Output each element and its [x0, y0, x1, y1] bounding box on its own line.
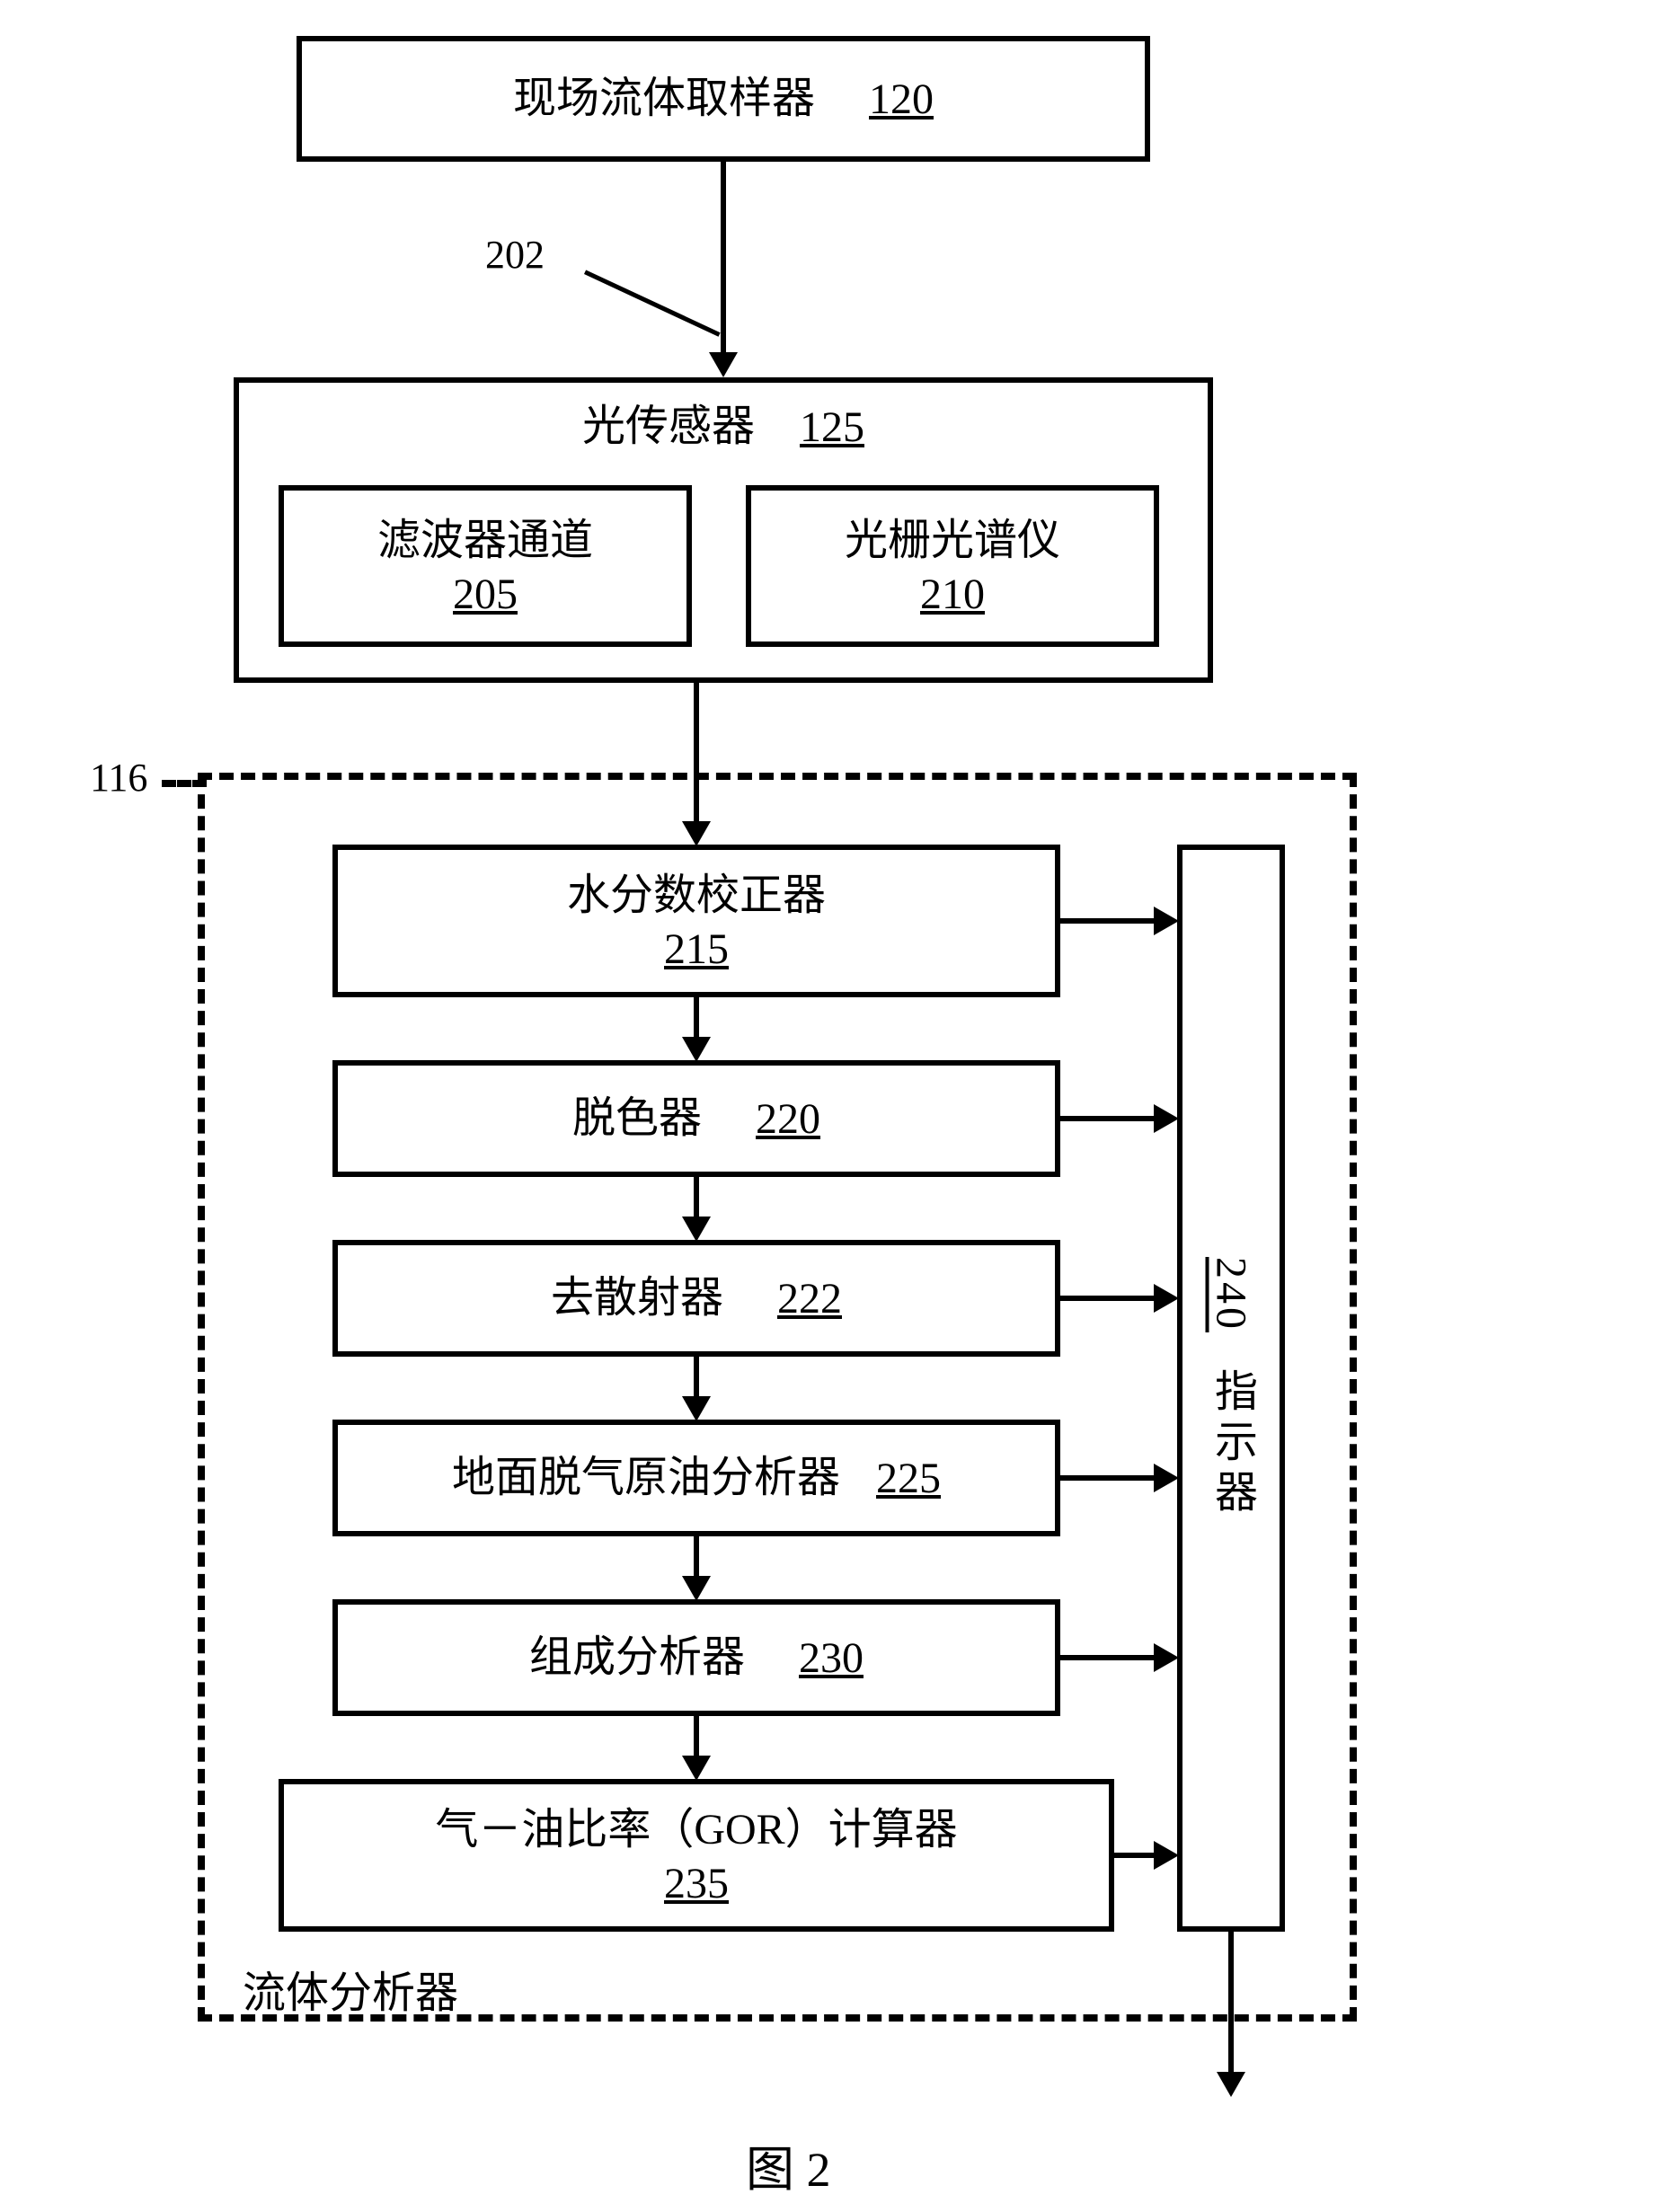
- container-label: 流体分析器: [243, 1957, 458, 2020]
- box-grating-spectrometer: 光栅光谱仪 210: [746, 485, 1159, 647]
- box-fluid-sampler: 现场流体取样器 120: [297, 36, 1150, 162]
- arrow-head: [1154, 1464, 1179, 1492]
- diagram-canvas: 现场流体取样器 120 202 光传感器 125 滤波器通道 205 光栅光谱仪…: [0, 0, 1674, 2212]
- box-label: 脱色器: [572, 1091, 702, 1146]
- box-ref: 120: [869, 75, 934, 124]
- box-stock-tank-oil-analyzer: 地面脱气原油分析器 225: [332, 1420, 1060, 1536]
- arrow-head: [1154, 1104, 1179, 1133]
- leader-116: [162, 780, 207, 787]
- box-label: 光栅光谱仪: [845, 513, 1060, 569]
- box-label: 地面脱气原油分析器: [452, 1450, 840, 1506]
- arrow-line: [694, 1177, 699, 1222]
- box-ref: 215: [664, 925, 729, 974]
- arrow-line: [1060, 1475, 1157, 1481]
- box-ref: 125: [800, 403, 864, 452]
- arrow-head: [1154, 907, 1179, 935]
- arrow-line: [694, 997, 699, 1042]
- box-gor-calculator: 气－油比率（GOR）计算器 235: [279, 1779, 1114, 1932]
- box-label: 现场流体取样器: [513, 71, 815, 127]
- leader-202: [584, 270, 721, 336]
- arrow-line: [721, 162, 726, 355]
- arrow-head: [1154, 1841, 1179, 1870]
- box-label: 指示器: [1200, 1368, 1262, 1519]
- box-descatterer: 去散射器 222: [332, 1240, 1060, 1357]
- arrow-head: [1154, 1284, 1179, 1313]
- arrow-head: [682, 1037, 711, 1062]
- arrow-line: [1060, 1655, 1157, 1660]
- box-ref: 205: [453, 570, 518, 619]
- arrow-line: [694, 1536, 699, 1581]
- arrow-line: [1060, 918, 1157, 924]
- arrow-line: [694, 1716, 699, 1761]
- box-label: 去散射器: [551, 1270, 723, 1326]
- arrow-head: [1217, 2072, 1245, 2097]
- arrow-line: [694, 683, 699, 825]
- box-ref: 210: [920, 570, 985, 619]
- box-label: 水分数校正器: [567, 868, 826, 924]
- arrow-line: [1228, 1932, 1234, 2075]
- box-ref: 220: [756, 1094, 820, 1144]
- box-label: 光传感器: [582, 399, 755, 455]
- arrow-line: [1114, 1853, 1157, 1858]
- box-label: 滤波器通道: [377, 513, 593, 569]
- arrow-head: [709, 352, 738, 377]
- box-filter-channel: 滤波器通道 205: [279, 485, 692, 647]
- box-composition-analyzer: 组成分析器 230: [332, 1599, 1060, 1716]
- arrow-head: [1154, 1643, 1179, 1672]
- box-ref: 235: [664, 1859, 729, 1908]
- box-ref: 240: [1207, 1257, 1256, 1332]
- ref-116: 116: [90, 755, 147, 801]
- box-label: 组成分析器: [529, 1630, 745, 1686]
- figure-caption: 图 2: [746, 2129, 831, 2200]
- arrow-head: [682, 1396, 711, 1421]
- box-ref: 225: [876, 1454, 941, 1503]
- arrow-head: [682, 1576, 711, 1601]
- arrow-line: [1060, 1116, 1157, 1121]
- arrow-head: [682, 1217, 711, 1242]
- arrow-line: [694, 1357, 699, 1402]
- box-indicator: 240 指示器: [1177, 845, 1285, 1932]
- label-202: 202: [485, 232, 545, 278]
- arrow-head: [682, 1756, 711, 1781]
- box-water-fraction-corrector: 水分数校正器 215: [332, 845, 1060, 997]
- box-decolorizer: 脱色器 220: [332, 1060, 1060, 1177]
- arrow-line: [1060, 1296, 1157, 1301]
- box-ref: 230: [799, 1633, 864, 1683]
- arrow-head: [682, 821, 711, 846]
- box-label: 气－油比率（GOR）计算器: [435, 1802, 957, 1858]
- box-ref: 222: [777, 1274, 842, 1323]
